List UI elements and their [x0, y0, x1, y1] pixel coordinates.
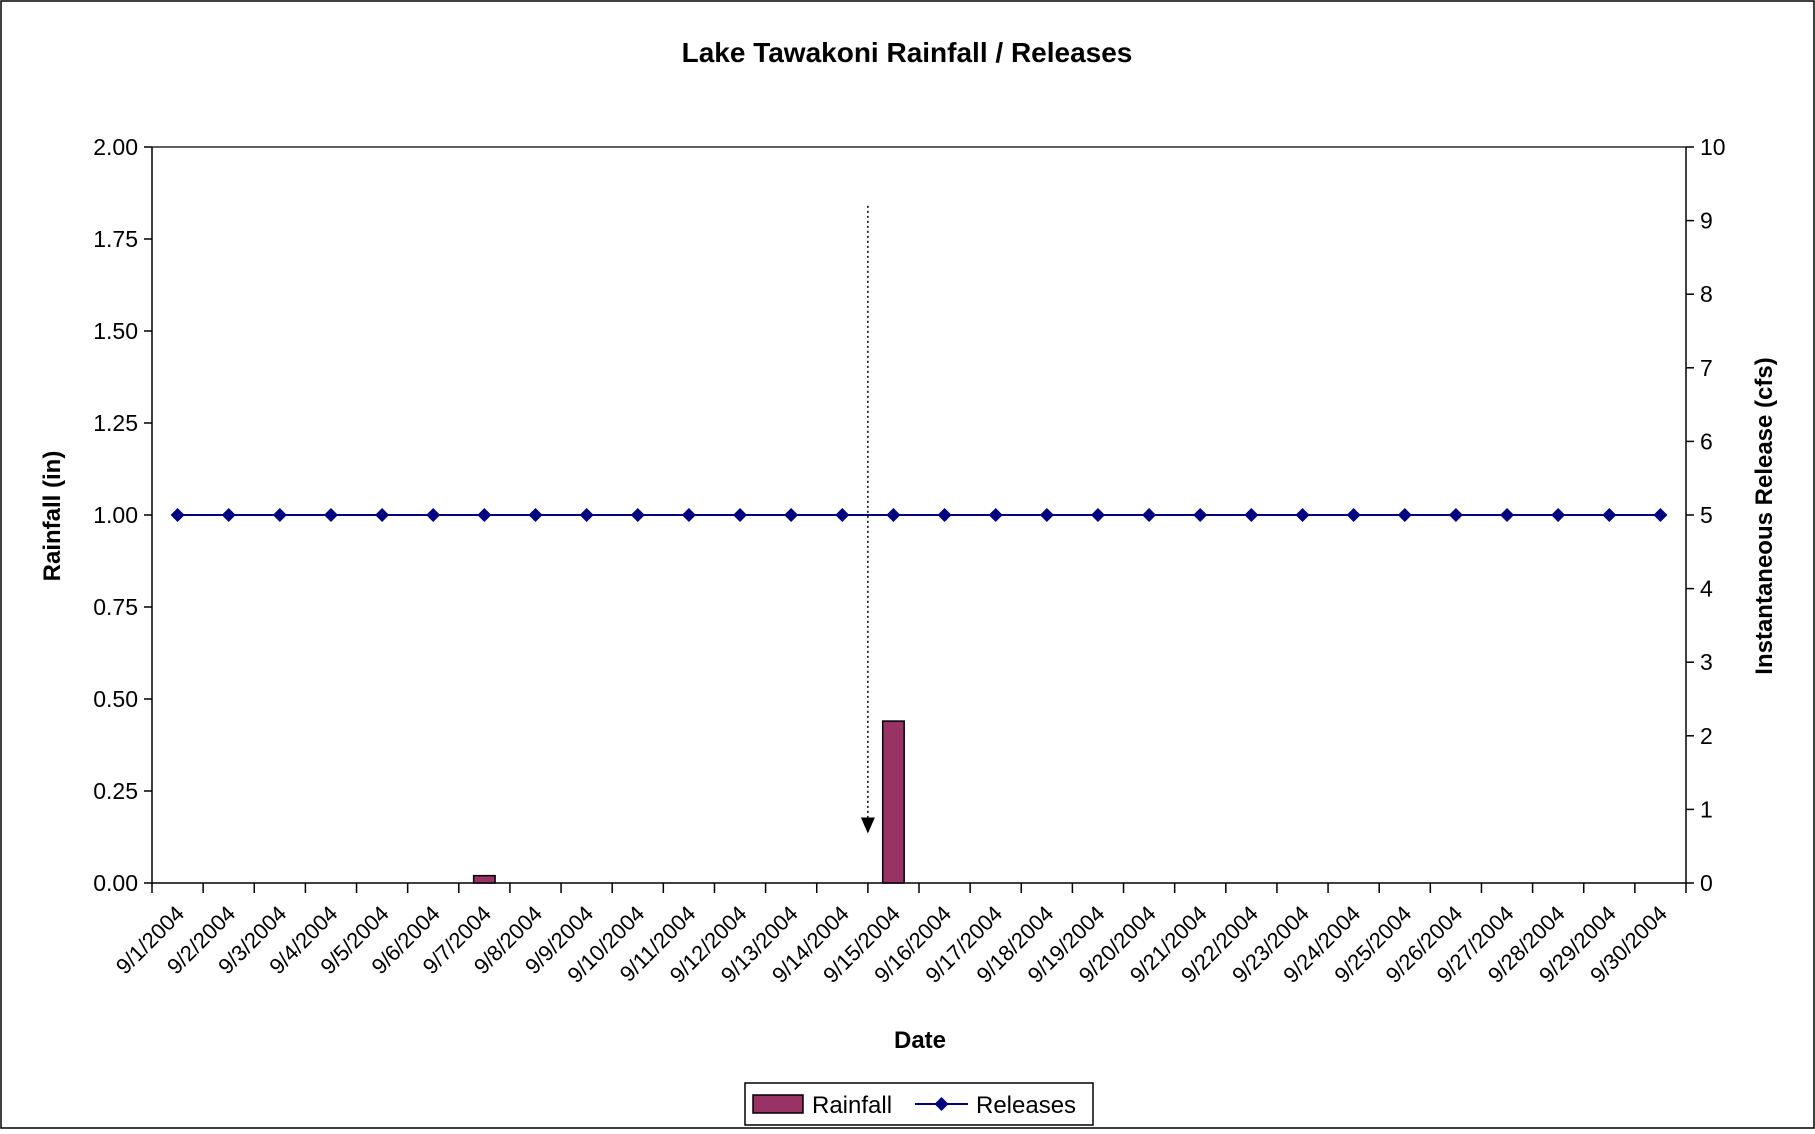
- releases-point: [528, 508, 543, 522]
- releases-point: [1142, 508, 1157, 522]
- releases-point: [784, 508, 799, 522]
- y-right-tick-label: 9: [1700, 208, 1713, 234]
- x-axis-title: Date: [894, 1027, 946, 1054]
- releases-point: [681, 508, 696, 522]
- y-left-tick-label: 0.75: [93, 594, 138, 620]
- y-left-tick-label: 1.00: [93, 502, 138, 528]
- releases-point: [1397, 508, 1412, 522]
- y-right-tick-label: 8: [1700, 281, 1713, 307]
- rainfall-bar: [881, 720, 905, 884]
- releases-point: [886, 508, 901, 522]
- y-right-tick-label: 4: [1700, 576, 1713, 602]
- releases-point: [1346, 508, 1361, 522]
- y-right-tick-label: 3: [1700, 649, 1713, 675]
- rainfall-bar: [472, 874, 496, 884]
- y-axis-right-title: Instantaneous Release (cfs): [1751, 357, 1778, 674]
- y-left-tick-label: 1.25: [93, 410, 138, 436]
- legend-label-rainfall: Rainfall: [812, 1092, 892, 1119]
- y-left-tick-label: 1.75: [93, 226, 138, 252]
- y-right-tick-label: 7: [1700, 355, 1713, 381]
- y-left-tick-label: 0.50: [93, 686, 138, 712]
- releases-point: [733, 508, 748, 522]
- releases-point: [272, 508, 287, 522]
- y-right-tick-label: 0: [1700, 870, 1713, 896]
- legend-swatch-rainfall: [752, 1094, 804, 1114]
- y-axis-left-title: Rainfall (in): [39, 451, 66, 582]
- releases-point: [375, 508, 390, 522]
- releases-point: [1653, 508, 1668, 522]
- y-left-tick-label: 2.00: [93, 134, 138, 160]
- releases-point: [937, 508, 952, 522]
- releases-point: [1090, 508, 1105, 522]
- legend: Rainfall Releases: [744, 1082, 1094, 1126]
- chart-title: Lake Tawakoni Rainfall / Releases: [682, 37, 1133, 68]
- releases-point: [835, 508, 850, 522]
- releases-point: [1039, 508, 1054, 522]
- legend-label-releases: Releases: [976, 1092, 1076, 1119]
- y-right-tick-label: 2: [1700, 723, 1713, 749]
- annotation-arrow-head: [860, 817, 875, 834]
- releases-point: [630, 508, 645, 522]
- releases-point: [1500, 508, 1515, 522]
- releases-point: [579, 508, 594, 522]
- y-right-tick-label: 6: [1700, 428, 1713, 454]
- y-left-tick-label: 0.25: [93, 778, 138, 804]
- releases-point: [477, 508, 492, 522]
- releases-point: [1551, 508, 1566, 522]
- releases-point: [426, 508, 441, 522]
- releases-point: [1244, 508, 1259, 522]
- releases-point: [323, 508, 338, 522]
- releases-point: [221, 508, 236, 522]
- y-right-tick-label: 1: [1700, 796, 1713, 822]
- releases-point: [170, 508, 185, 522]
- y-left-tick-label: 1.50: [93, 318, 138, 344]
- legend-marker-releases: [934, 1097, 949, 1111]
- releases-point: [1295, 508, 1310, 522]
- releases-point: [1193, 508, 1208, 522]
- y-left-tick-label: 0.00: [93, 870, 138, 896]
- y-right-tick-label: 5: [1700, 502, 1713, 528]
- y-right-tick-label: 10: [1700, 134, 1726, 160]
- releases-point: [1448, 508, 1463, 522]
- releases-point: [1602, 508, 1617, 522]
- releases-point: [988, 508, 1003, 522]
